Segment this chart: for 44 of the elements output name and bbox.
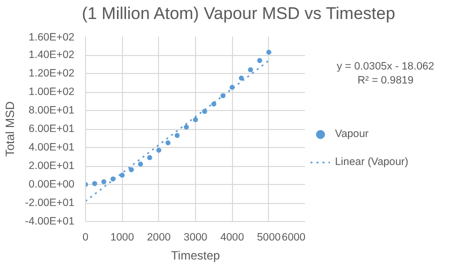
- point: [128, 167, 134, 172]
- point: [184, 124, 189, 130]
- x-tick-label: 5000: [256, 232, 281, 244]
- x-tick-label: 1000: [110, 232, 134, 244]
- text: y = 0.0305x - 18.062: [336, 60, 434, 72]
- point: [202, 108, 208, 114]
- point: [248, 67, 253, 72]
- y-tick-label: -4.00E+01: [25, 216, 75, 228]
- y-tick-label: 1.00E+02: [28, 86, 75, 98]
- legend-label: Linear (Vapour): [335, 156, 408, 168]
- y-tick-label: 1.20E+02: [28, 68, 75, 80]
- x-tick-label: 3000: [184, 232, 208, 244]
- y-tick-label: 1.40E+02: [28, 49, 75, 61]
- point: [193, 117, 198, 122]
- y-tick-label: 8.00E+01: [28, 104, 75, 116]
- x-tick-label: 0: [82, 232, 89, 244]
- point: [147, 155, 152, 160]
- point: [257, 58, 262, 64]
- y-tick-label: 6.00E+01: [28, 123, 75, 135]
- y-tick-label: 0.00E+00: [28, 178, 75, 190]
- x-axis-title: Timestep: [171, 248, 220, 262]
- text: R² = 0.9819: [358, 74, 414, 86]
- point: [120, 172, 125, 178]
- point: [138, 162, 143, 167]
- y-tick-label: 1.60E+02: [28, 32, 75, 44]
- y-tick-label: 2.00E+01: [28, 160, 75, 172]
- point: [266, 50, 272, 55]
- x-tick-label: 6000: [282, 232, 306, 244]
- point: [110, 176, 116, 182]
- y-axis-title: Total MSD: [3, 100, 18, 157]
- y-tick-label: -2.00E+01: [25, 197, 75, 209]
- point: [101, 179, 106, 184]
- point: [220, 93, 226, 98]
- y-tick-label: 4.00E+01: [28, 142, 75, 154]
- chart-title: (1 Million Atom) Vapour MSD vs Timestep: [82, 3, 396, 25]
- point: [92, 181, 98, 186]
- point: [166, 140, 170, 146]
- x-tick-label: 4000: [220, 232, 244, 244]
- point: [211, 102, 216, 107]
- point: [238, 76, 244, 81]
- point: [156, 148, 162, 153]
- legend-label: Vapour: [335, 128, 369, 140]
- x-tick-label: 2000: [146, 232, 171, 244]
- point: [174, 132, 180, 138]
